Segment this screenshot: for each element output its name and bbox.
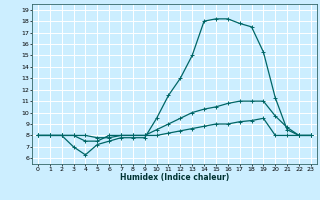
X-axis label: Humidex (Indice chaleur): Humidex (Indice chaleur) [120,173,229,182]
